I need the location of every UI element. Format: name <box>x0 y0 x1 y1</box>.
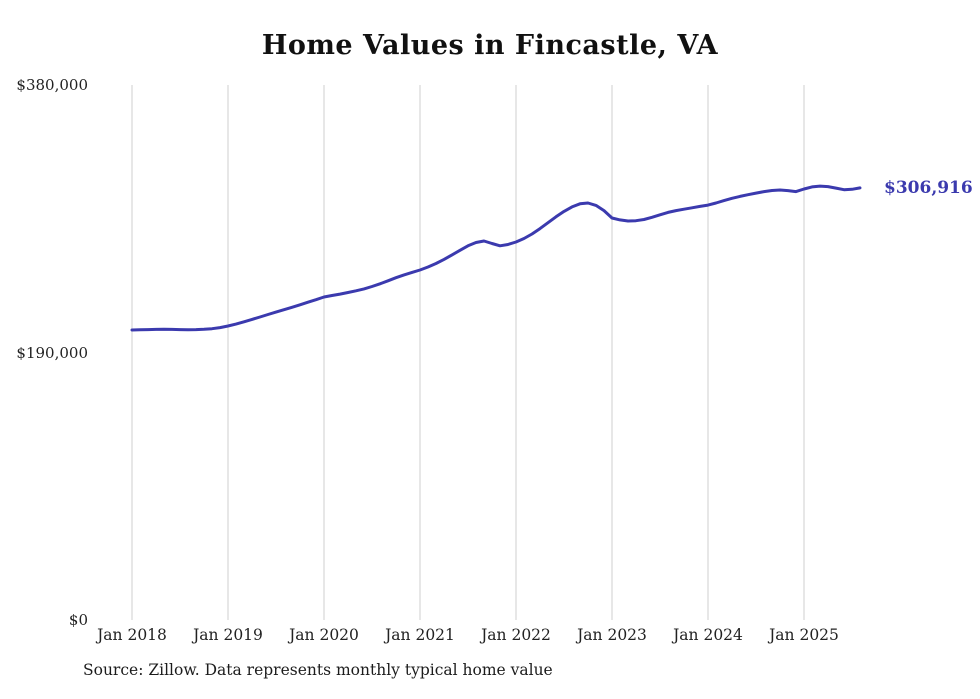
x-tick-label: Jan 2025 <box>769 626 839 644</box>
x-tick-label: Jan 2022 <box>481 626 551 644</box>
x-tick-label: Jan 2024 <box>673 626 743 644</box>
x-tick-label: Jan 2023 <box>577 626 647 644</box>
x-tick-label: Jan 2018 <box>97 626 167 644</box>
final-value-label: $306,916 <box>884 177 973 198</box>
y-tick-label: $190,000 <box>16 343 88 362</box>
source-note: Source: Zillow. Data represents monthly … <box>83 661 553 679</box>
home-value-line <box>130 184 862 332</box>
chart-title: Home Values in Fincastle, VA <box>261 30 719 61</box>
y-tick-label: $380,000 <box>16 76 88 94</box>
x-tick-label: Jan 2019 <box>193 626 263 644</box>
y-tick-label: $0 <box>68 611 88 629</box>
x-tick-label: Jan 2021 <box>385 626 455 644</box>
x-tick-label: Jan 2020 <box>289 626 359 644</box>
